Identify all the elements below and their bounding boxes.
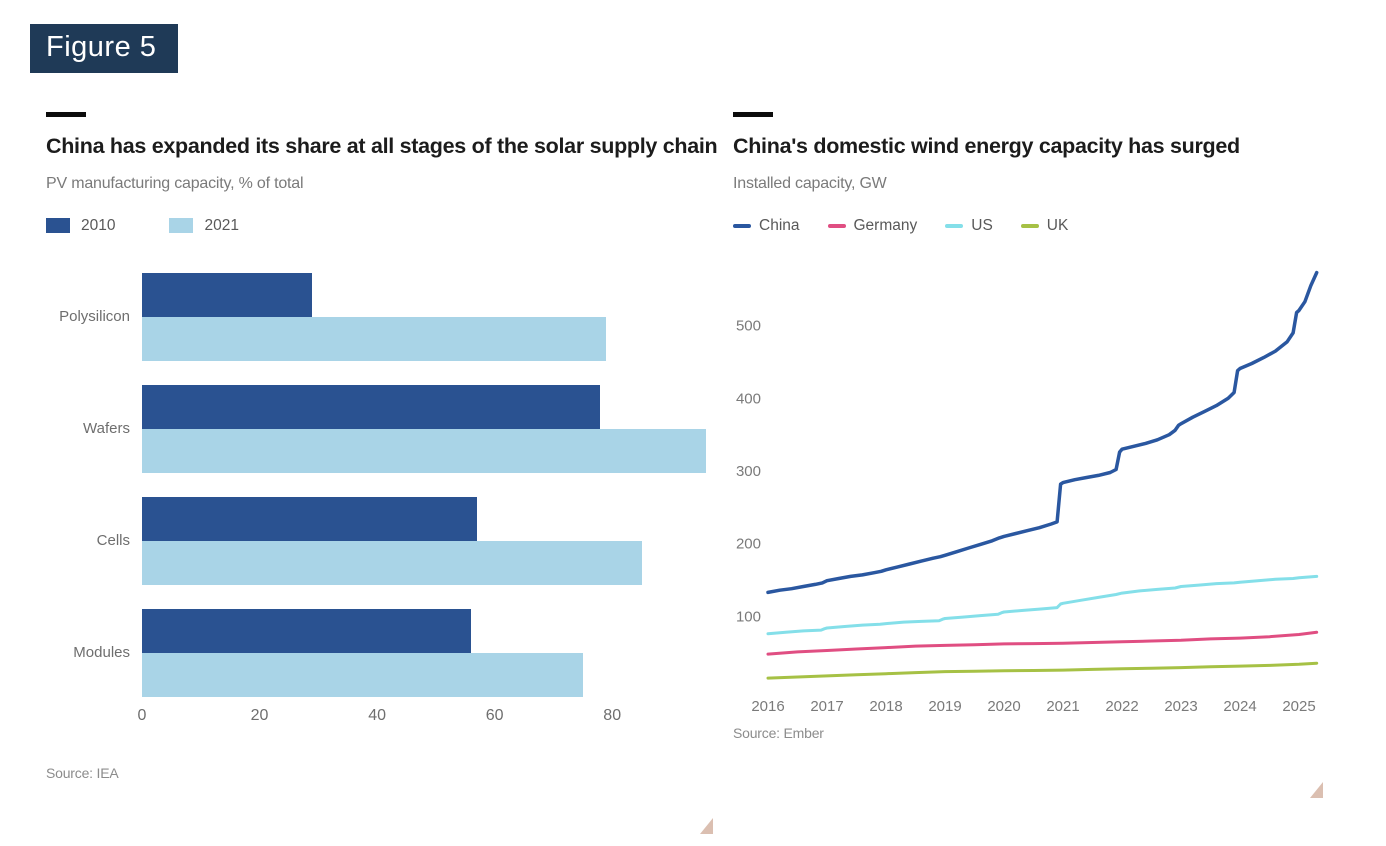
legend-swatch-icon [46, 218, 70, 234]
x-tick-label: 2018 [869, 698, 902, 715]
x-tick-label: 2016 [751, 698, 784, 715]
legend-swatch-icon [169, 218, 194, 234]
bar-2021-wafers [142, 428, 707, 473]
line-legend: China Germany US UK [733, 217, 1358, 235]
bar-group-polysilicon: Polysilicon [46, 272, 718, 361]
x-tick-label: 40 [368, 706, 387, 724]
category-label: Cells [96, 532, 130, 550]
legend-label: China [759, 216, 800, 234]
bar-legend: 2010 2021 [46, 217, 718, 235]
legend-swatch-icon [827, 223, 846, 228]
line-chart-svg: 100 200 300 400 500 2016 2017 2018 2019 2020 2021 2… [736, 270, 1319, 715]
x-tick-label: 2023 [1164, 698, 1197, 715]
legend-label: 2010 [81, 216, 116, 234]
title-dash [733, 112, 773, 117]
right-source-note: Source: Ember [733, 724, 824, 741]
line-uk [766, 661, 1319, 680]
x-tick-label: 2022 [1105, 698, 1138, 715]
y-tick-label: 400 [736, 390, 761, 407]
legend-item-2010: 2010 [46, 217, 115, 235]
legend-label: Germany [853, 216, 918, 234]
line-germany [766, 630, 1319, 656]
y-tick-label: 100 [736, 608, 761, 625]
x-tick-label: 2019 [928, 698, 961, 715]
solar-bar-chart: China has expanded its share at all stag… [46, 112, 718, 781]
bar-2010-polysilicon [142, 272, 313, 317]
category-label: Wafers [83, 420, 130, 438]
x-tick-label: 2024 [1223, 698, 1256, 715]
bars-wrap [142, 272, 718, 361]
bar-2021-cells [142, 540, 642, 585]
legend-label: 2021 [204, 216, 239, 234]
bars-wrap [142, 384, 718, 473]
wind-line-chart: China's domestic wind energy capacity ha… [733, 112, 1358, 741]
x-tick-label: 20 [250, 706, 269, 724]
y-tick-label: 500 [736, 317, 761, 334]
legend-label: UK [1046, 216, 1069, 234]
right-chart-subtitle: Installed capacity, GW [733, 174, 887, 192]
category-label: Polysilicon [59, 308, 130, 326]
bar-x-axis: 0 20 40 60 80 [138, 706, 718, 729]
bar-2021-polysilicon [142, 316, 607, 361]
bars-wrap [142, 608, 718, 697]
bar-2021-modules [142, 652, 583, 697]
x-tick-label: 0 [137, 706, 147, 724]
bar-group-wafers: Wafers [46, 384, 718, 473]
legend-swatch-icon [945, 223, 964, 228]
x-tick-label: 2017 [810, 698, 843, 715]
left-source-note: Source: IEA [46, 764, 119, 781]
legend-swatch-icon [733, 223, 751, 228]
legend-item-2021: 2021 [169, 216, 239, 235]
x-tick-label: 2021 [1046, 698, 1079, 715]
category-label: Modules [73, 644, 130, 662]
bar-group-cells: Cells [46, 496, 718, 585]
bar-plot: Polysilicon Wafers Cells Modules [46, 272, 718, 697]
x-tick-label: 2020 [987, 698, 1020, 715]
legend-swatch-icon [1020, 223, 1039, 228]
figure-label: Figure 5 [30, 24, 179, 73]
bar-2010-wafers [142, 384, 601, 429]
x-tick-label: 60 [485, 706, 504, 724]
y-tick-label: 200 [736, 535, 761, 552]
y-tick-label: 300 [736, 463, 761, 480]
x-tick-label: 80 [603, 706, 622, 724]
legend-item-germany: Germany [827, 216, 918, 235]
resize-handle-icon[interactable] [700, 818, 713, 834]
left-chart-title: China has expanded its share at all stag… [46, 134, 718, 158]
left-chart-subtitle: PV manufacturing capacity, % of total [46, 174, 304, 192]
right-chart-title: China's domestic wind energy capacity ha… [733, 134, 1240, 158]
legend-label: US [971, 216, 993, 234]
bar-2010-cells [142, 496, 477, 541]
title-dash [46, 112, 86, 117]
x-tick-label: 2025 [1282, 698, 1315, 715]
bars-wrap [142, 496, 718, 585]
legend-item-us: US [945, 217, 993, 235]
resize-handle-icon[interactable] [1310, 782, 1323, 798]
line-china [766, 270, 1319, 594]
line-us [766, 574, 1319, 636]
bar-2010-modules [142, 608, 472, 653]
legend-item-china: China [733, 217, 800, 235]
legend-item-uk: UK [1020, 216, 1069, 235]
bar-group-modules: Modules [46, 608, 718, 697]
